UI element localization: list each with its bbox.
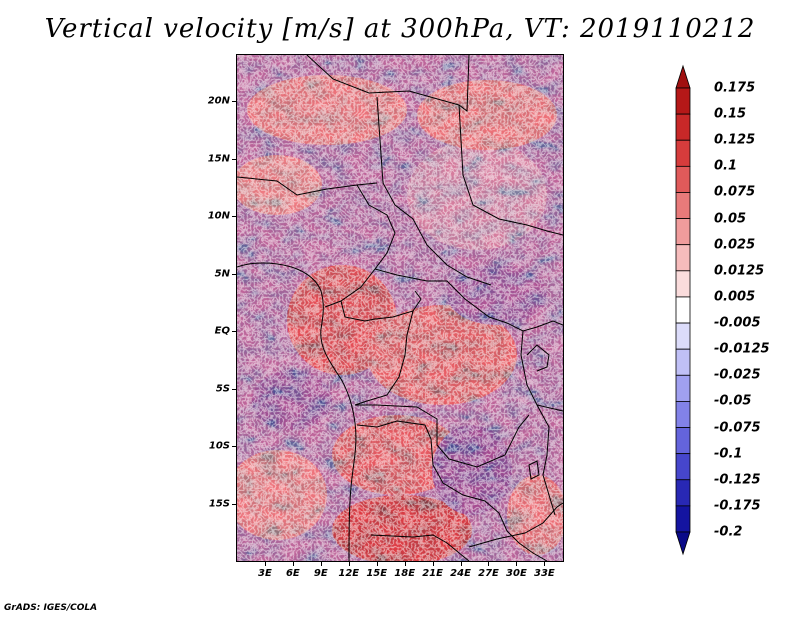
latitude-label: 15S <box>208 498 230 509</box>
field-speckle <box>237 55 563 561</box>
latitude-tick <box>232 101 237 102</box>
latitude-label: 15N <box>207 153 230 164</box>
colorbar-label: -0.025 <box>714 367 761 383</box>
colorbar-swatch <box>675 87 691 115</box>
drc-angola-border <box>355 404 530 468</box>
colorbar-swatch <box>675 479 691 507</box>
colorbar-label: 0.005 <box>714 289 756 305</box>
colorbar-swatch <box>675 113 691 141</box>
longitude-label: 24E <box>450 568 471 579</box>
colorbar-label: 0.0125 <box>714 263 765 279</box>
congo-drc-border <box>354 310 414 406</box>
colorbar-label: 0.1 <box>714 158 738 174</box>
longitude-tick <box>348 561 350 566</box>
longitude-tick <box>320 561 322 566</box>
lake-tanganyika-shore <box>536 404 556 516</box>
colorbar-label: -0.0125 <box>714 341 770 357</box>
colorbar-label: 0.075 <box>714 184 756 200</box>
longitude-label: 18E <box>394 568 416 579</box>
latitude-tick <box>232 216 237 217</box>
colorbar-swatch <box>675 505 691 533</box>
angola-zambia-border <box>356 420 548 561</box>
latitude-tick <box>232 158 237 160</box>
latitude-label: 10S <box>208 440 230 452</box>
longitude-label: 12E <box>338 568 360 579</box>
longitude-tick <box>488 561 490 566</box>
latitude-label: EQ <box>214 325 230 337</box>
latitude-tick <box>232 331 237 332</box>
colorbar-swatch <box>675 218 691 246</box>
colorbar-label: -0.2 <box>714 524 743 540</box>
latitude-tick <box>232 273 237 275</box>
sudan-border <box>458 104 563 236</box>
car-border <box>374 268 563 332</box>
grads-credit: GrADS: IGES/COLA <box>4 603 98 613</box>
gabon-congo-border <box>340 290 422 322</box>
longitude-label: 27E <box>478 568 499 579</box>
colorbar-label: -0.005 <box>714 315 761 331</box>
longitude-tick <box>432 561 434 566</box>
latitude-label: 10N <box>207 210 230 222</box>
latitude-tick <box>232 503 237 505</box>
latitude-label: 5N <box>214 268 230 279</box>
colorbar-label: -0.125 <box>714 472 761 488</box>
colorbar-label: -0.175 <box>714 498 761 514</box>
longitude-tick <box>544 561 546 566</box>
longitude-tick <box>264 561 266 566</box>
longitude-label: 15E <box>366 568 388 579</box>
colorbar-swatch <box>675 453 691 481</box>
colorbar-label: -0.075 <box>714 420 761 436</box>
longitude-tick <box>292 561 294 566</box>
map-plot-area <box>236 54 564 562</box>
angola-namibia-border <box>370 534 470 561</box>
colorbar-swatch <box>675 139 691 167</box>
colorbar-swatch <box>675 244 691 272</box>
colorbar-label: 0.05 <box>714 211 747 227</box>
colorbar-label: 0.125 <box>714 132 756 148</box>
colorbar-swatch <box>675 296 691 324</box>
colorbar-label: 0.025 <box>714 237 756 253</box>
colorbar-swatch <box>675 192 691 219</box>
colorbar-swatch <box>675 374 691 402</box>
longitude-label: 21E <box>422 568 443 579</box>
longitude-label: 3E <box>258 568 272 579</box>
colorbar-swatch <box>675 322 691 350</box>
colorbar-swatch <box>675 531 691 556</box>
country-borders <box>237 55 563 561</box>
vertical-velocity-field <box>237 55 563 561</box>
longitude-label: 30E <box>506 568 527 579</box>
colorbar-label: 0.15 <box>714 106 747 122</box>
colorbar-label: 0.175 <box>714 80 756 96</box>
latitude-tick <box>232 388 237 390</box>
sahel-border <box>237 176 378 196</box>
sahara-border-north <box>306 55 470 112</box>
colorbar-swatch <box>675 270 691 298</box>
colorbar-label: -0.1 <box>714 446 743 462</box>
map-title: Vertical velocity [m/s] at 300hPa, VT: 2… <box>44 14 756 44</box>
colorbar <box>675 64 691 556</box>
colorbar-swatch <box>675 427 691 455</box>
longitude-label: 6E <box>285 568 300 579</box>
longitude-label: 33E <box>533 568 555 579</box>
longitude-tick <box>460 561 462 566</box>
latitude-tick <box>232 446 237 447</box>
drc-uganda-border <box>520 330 563 412</box>
lake-mweru-shore <box>528 460 540 480</box>
colorbar-swatch <box>675 348 691 376</box>
longitude-label: 9E <box>313 568 328 579</box>
nigeria-cameroon-border <box>324 184 396 308</box>
chad-border <box>376 96 492 286</box>
longitude-tick <box>516 561 518 566</box>
longitude-tick <box>376 561 378 566</box>
colorbar-swatch <box>675 165 691 193</box>
latitude-label: 20N <box>207 95 230 107</box>
colorbar-swatch <box>675 64 691 89</box>
colorbar-swatch <box>675 401 691 428</box>
longitude-tick <box>404 561 406 566</box>
zambia-zimbabwe-border <box>468 502 563 548</box>
lake-victoria-shore <box>526 344 550 372</box>
colorbar-label: -0.05 <box>714 393 752 409</box>
west-coastline <box>237 262 357 561</box>
latitude-label: 5S <box>215 383 230 394</box>
